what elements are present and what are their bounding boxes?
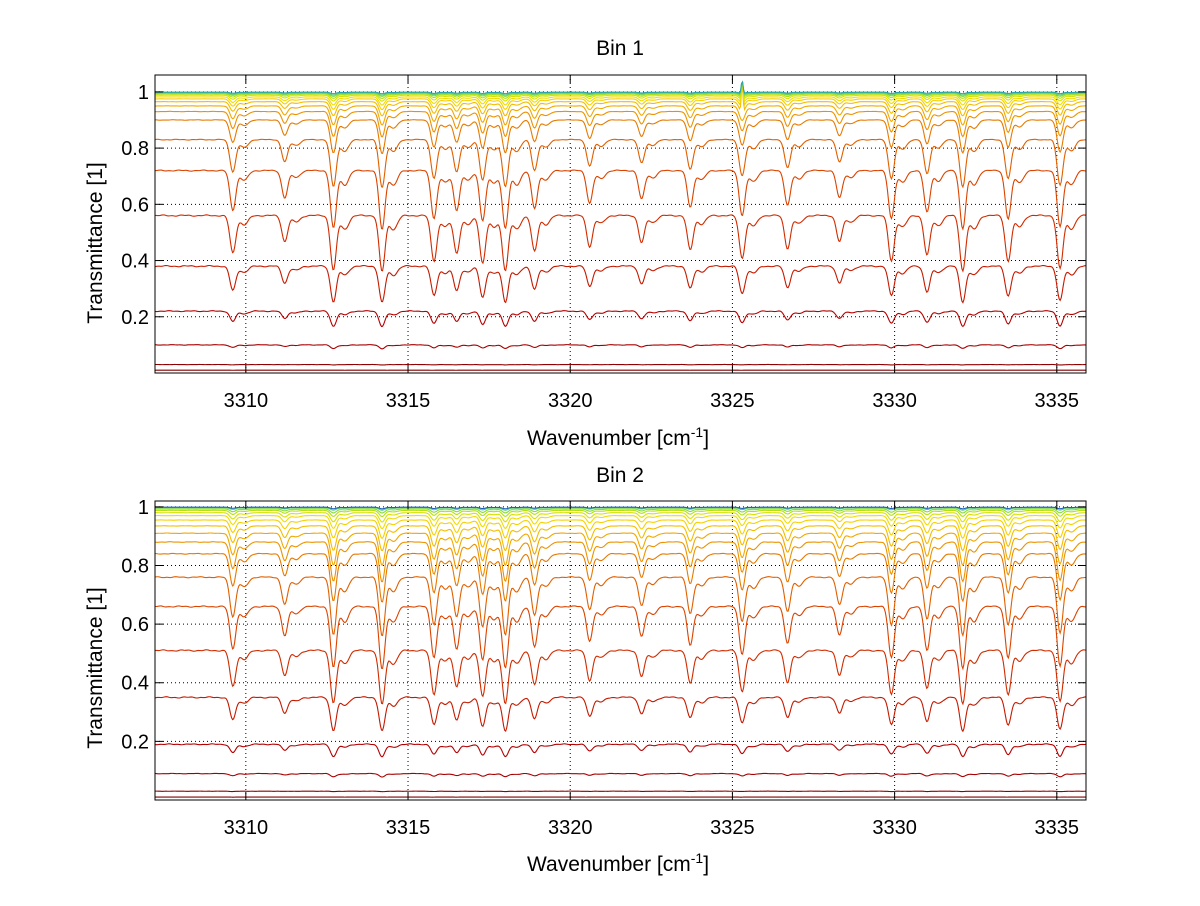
x-axis-label-sup: -1 — [691, 424, 704, 440]
y-tick-label: 0.4 — [121, 673, 149, 695]
y-tick-label: 0.8 — [121, 138, 149, 160]
x-axis-label-sup: -1 — [691, 850, 704, 866]
y-tick-label: 0.6 — [121, 194, 149, 216]
y-axis-label: Transmittance [1] — [84, 162, 107, 323]
x-tick-label: 3315 — [386, 390, 431, 412]
x-tick-label: 3330 — [872, 817, 917, 839]
x-axis-label-close: ] — [703, 853, 709, 876]
x-tick-label: 3330 — [872, 390, 917, 412]
y-tick-label: 0.2 — [121, 307, 149, 329]
y-tick-label: 1 — [138, 497, 149, 519]
series-line — [155, 364, 1086, 365]
y-tick-label: 0.6 — [121, 614, 149, 636]
x-tick-label: 3335 — [1035, 390, 1080, 412]
x-axis-label: Wavenumber [cm-1] — [527, 850, 709, 876]
y-axis-label: Transmittance [1] — [84, 587, 107, 748]
x-tick-label: 3325 — [710, 817, 755, 839]
x-axis-label: Wavenumber [cm-1] — [527, 424, 709, 450]
x-tick-label: 3335 — [1035, 817, 1080, 839]
subplot-title: Bin 2 — [596, 464, 644, 487]
y-tick-label: 0.8 — [121, 555, 149, 577]
x-tick-label: 3310 — [224, 390, 269, 412]
x-tick-label: 3325 — [710, 390, 755, 412]
x-axis-label-text: Wavenumber [cm — [527, 853, 691, 876]
x-tick-label: 3310 — [224, 817, 269, 839]
series-line — [155, 791, 1086, 792]
y-tick-label: 1 — [138, 82, 149, 104]
y-tick-label: 0.4 — [121, 251, 149, 273]
x-tick-label: 3315 — [386, 817, 431, 839]
x-axis-label-text: Wavenumber [cm — [527, 427, 691, 450]
x-tick-label: 3320 — [548, 390, 593, 412]
y-tick-label: 0.2 — [121, 731, 149, 753]
subplot-title: Bin 1 — [596, 37, 644, 60]
x-tick-label: 3320 — [548, 817, 593, 839]
x-axis-label-close: ] — [703, 427, 709, 450]
